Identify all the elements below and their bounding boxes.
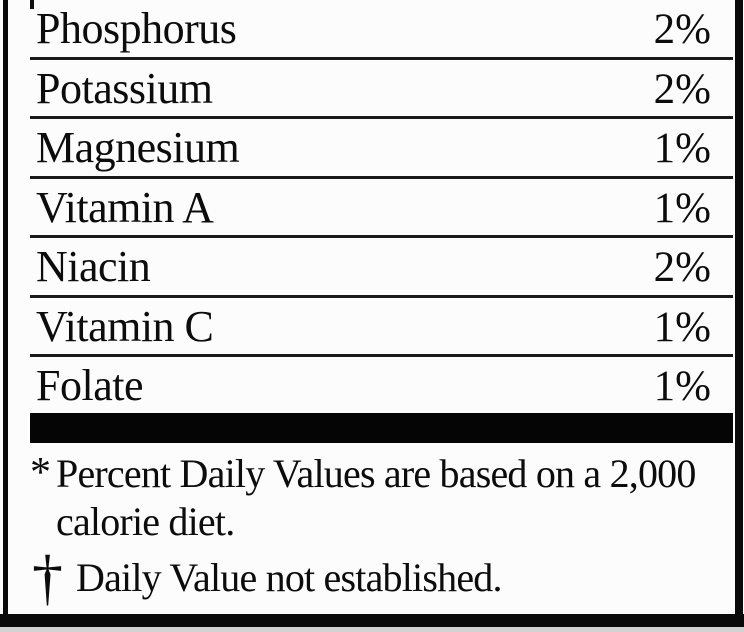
table-row: Potassium 2% — [30, 60, 733, 119]
nutrient-percent: 1% — [653, 303, 711, 351]
table-row: Vitamin A 1% — [30, 179, 733, 238]
thick-divider-bar — [30, 413, 733, 443]
footnote-not-established: † Daily Value not established. — [30, 544, 732, 612]
table-row: Magnesium 1% — [30, 119, 733, 179]
footnote-daily-values-text: Percent Daily Values are based on a 2,00… — [56, 450, 696, 546]
table-row: Folate 1% — [30, 357, 733, 413]
nutrient-name: Vitamin A — [36, 182, 214, 232]
nutrient-name: Niacin — [36, 242, 151, 292]
nutrient-name: Potassium — [36, 63, 213, 113]
dagger-marker: † — [32, 544, 63, 612]
nutrient-name: Folate — [36, 360, 143, 410]
footnote-not-established-text: Daily Value not established. — [76, 555, 502, 600]
nutrient-percent: 1% — [653, 362, 711, 410]
footnote-daily-values: * Percent Daily Values are based on a 2,… — [30, 450, 732, 546]
footnote-line-2: calorie diet. — [56, 499, 235, 544]
nutrient-name: Magnesium — [36, 123, 240, 173]
label-frame-bottom — [0, 614, 744, 627]
nutrient-name: Vitamin C — [36, 301, 214, 351]
bottom-edge-strip — [0, 627, 744, 632]
table-row: Phosphorus 2% — [30, 0, 733, 60]
top-edge-separator-remnant — [30, 0, 34, 9]
nutrient-percent: 1% — [653, 125, 711, 173]
label-frame-right — [735, 0, 743, 627]
nutrient-percent: 2% — [653, 244, 711, 292]
asterisk-marker: * — [30, 450, 51, 496]
footnotes-section: * Percent Daily Values are based on a 2,… — [30, 450, 732, 612]
label-frame-left — [3, 0, 8, 627]
nutrient-name: Phosphorus — [36, 4, 237, 54]
nutrient-table: Phosphorus 2% Potassium 2% Magnesium 1% … — [30, 0, 733, 413]
nutrient-percent: 1% — [653, 184, 711, 232]
table-row: Niacin 2% — [30, 238, 733, 298]
footnote-line-1: Percent Daily Values are based on a 2,00… — [56, 451, 696, 496]
nutrient-percent: 2% — [653, 6, 711, 54]
nutrient-percent: 2% — [653, 65, 711, 113]
table-row: Vitamin C 1% — [30, 298, 733, 357]
